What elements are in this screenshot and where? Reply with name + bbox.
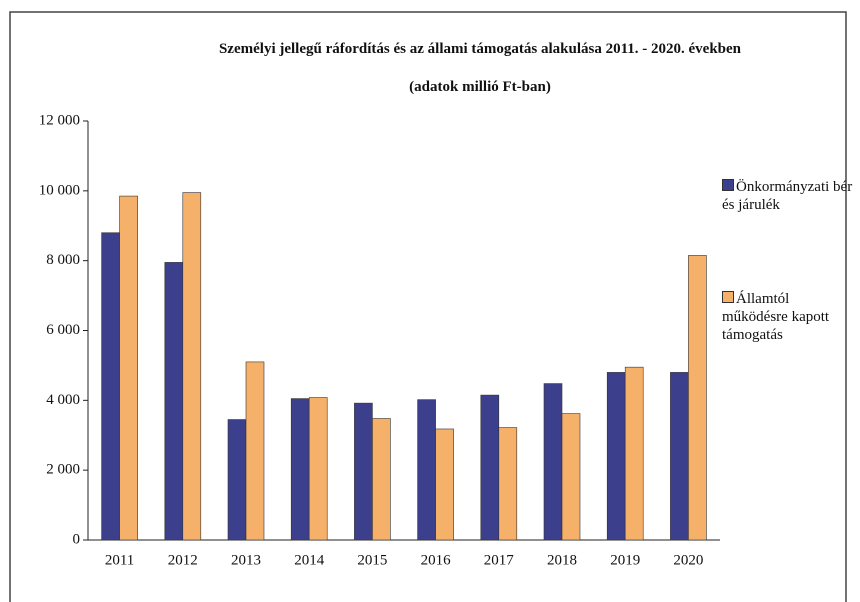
bar bbox=[543, 383, 563, 541]
bar bbox=[606, 372, 626, 541]
bar bbox=[227, 419, 247, 541]
y-tick-label: 6 000 bbox=[46, 322, 80, 338]
bar bbox=[561, 413, 581, 541]
y-tick-label: 2 000 bbox=[46, 462, 80, 478]
y-tick-label: 0 bbox=[73, 531, 81, 547]
x-tick-label: 2018 bbox=[547, 552, 577, 568]
bar bbox=[119, 195, 138, 541]
bar bbox=[372, 418, 391, 541]
x-tick-label: 2014 bbox=[294, 552, 325, 568]
bar bbox=[417, 399, 436, 541]
bar bbox=[308, 397, 328, 541]
chart-subtitle: (adatok millió Ft-ban) bbox=[409, 79, 551, 95]
bar bbox=[670, 372, 689, 541]
bar bbox=[101, 232, 120, 541]
x-tick-label: 2017 bbox=[484, 552, 515, 568]
y-tick-label: 12 000 bbox=[39, 112, 80, 128]
bar bbox=[245, 361, 265, 541]
legend-label: Önkormányzati bér és járulék bbox=[722, 179, 853, 213]
bar bbox=[480, 394, 500, 541]
bar bbox=[498, 427, 518, 541]
x-tick-label: 2011 bbox=[105, 552, 134, 568]
y-tick-label: 4 000 bbox=[46, 392, 80, 408]
bar bbox=[290, 398, 310, 541]
bar bbox=[435, 428, 454, 541]
bar bbox=[182, 192, 202, 541]
x-tick-label: 2013 bbox=[231, 552, 261, 568]
x-tick-label: 2020 bbox=[673, 552, 703, 568]
legend-item: Önkormányzati bér és járulék bbox=[722, 178, 857, 214]
chart-title: Személyi jellegű ráfordítás és az állami… bbox=[218, 41, 742, 57]
chart-frame bbox=[9, 11, 847, 602]
bar bbox=[354, 402, 373, 541]
legend-swatch bbox=[722, 179, 734, 191]
x-tick-label: 2015 bbox=[357, 552, 387, 568]
bar bbox=[164, 262, 184, 541]
x-tick-label: 2016 bbox=[421, 552, 452, 568]
y-tick-label: 8 000 bbox=[46, 252, 80, 268]
legend-item: Államtól működésre kapott támogatás bbox=[722, 290, 857, 344]
legend-label: Államtól működésre kapott támogatás bbox=[722, 291, 830, 343]
x-tick-label: 2012 bbox=[168, 552, 198, 568]
legend-swatch bbox=[722, 291, 734, 303]
bar bbox=[688, 255, 707, 541]
x-tick-label: 2019 bbox=[610, 552, 640, 568]
y-tick-label: 10 000 bbox=[39, 182, 80, 198]
bar bbox=[624, 366, 644, 541]
